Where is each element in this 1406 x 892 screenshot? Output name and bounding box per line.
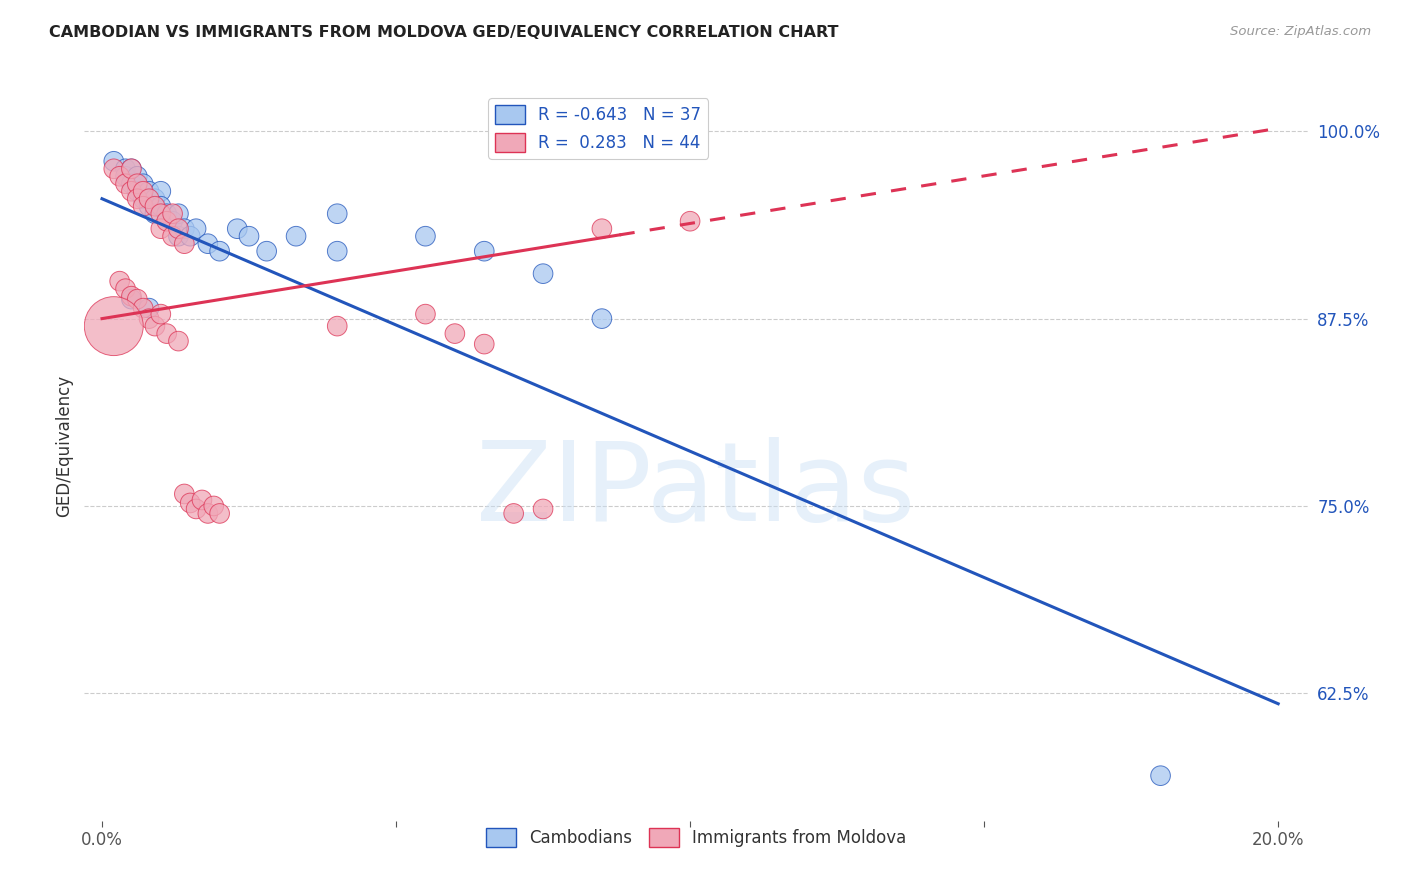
Point bbox=[162, 214, 184, 228]
Point bbox=[679, 214, 702, 228]
Point bbox=[173, 221, 195, 235]
Point bbox=[120, 289, 142, 303]
Point bbox=[531, 267, 554, 281]
Point bbox=[531, 502, 554, 516]
Point bbox=[162, 229, 184, 244]
Point bbox=[502, 507, 524, 521]
Point bbox=[173, 487, 195, 501]
Point bbox=[167, 221, 190, 235]
Point bbox=[591, 221, 613, 235]
Point bbox=[114, 282, 136, 296]
Point bbox=[444, 326, 467, 341]
Point bbox=[127, 169, 149, 184]
Point bbox=[132, 184, 155, 198]
Point bbox=[114, 177, 136, 191]
Text: ZIPatlas: ZIPatlas bbox=[477, 437, 915, 544]
Point bbox=[120, 177, 142, 191]
Point bbox=[415, 307, 437, 321]
Point bbox=[108, 169, 131, 184]
Point bbox=[256, 244, 278, 259]
Point bbox=[149, 199, 172, 213]
Point bbox=[184, 221, 207, 235]
Point bbox=[103, 154, 125, 169]
Point bbox=[127, 292, 149, 306]
Point bbox=[208, 507, 231, 521]
Point bbox=[415, 229, 437, 244]
Text: Source: ZipAtlas.com: Source: ZipAtlas.com bbox=[1230, 25, 1371, 38]
Text: CAMBODIAN VS IMMIGRANTS FROM MOLDOVA GED/EQUIVALENCY CORRELATION CHART: CAMBODIAN VS IMMIGRANTS FROM MOLDOVA GED… bbox=[49, 25, 839, 40]
Point bbox=[132, 199, 155, 213]
Point bbox=[127, 192, 149, 206]
Point bbox=[143, 319, 166, 334]
Point bbox=[114, 161, 136, 176]
Point bbox=[285, 229, 308, 244]
Point bbox=[167, 207, 190, 221]
Point bbox=[120, 161, 142, 176]
Point bbox=[191, 492, 214, 507]
Point bbox=[143, 192, 166, 206]
Point bbox=[103, 319, 125, 334]
Point bbox=[591, 311, 613, 326]
Point bbox=[162, 207, 184, 221]
Point bbox=[326, 319, 349, 334]
Point bbox=[138, 311, 160, 326]
Point bbox=[472, 337, 495, 351]
Point bbox=[184, 502, 207, 516]
Point bbox=[173, 236, 195, 251]
Point bbox=[208, 244, 231, 259]
Point bbox=[120, 292, 142, 306]
Point bbox=[179, 229, 201, 244]
Point bbox=[138, 192, 160, 206]
Point bbox=[143, 199, 166, 213]
Point bbox=[120, 184, 142, 198]
Point bbox=[138, 301, 160, 315]
Point bbox=[149, 307, 172, 321]
Point bbox=[149, 207, 172, 221]
Point bbox=[238, 229, 260, 244]
Point bbox=[167, 334, 190, 348]
Point bbox=[326, 207, 349, 221]
Point bbox=[132, 192, 155, 206]
Point bbox=[108, 274, 131, 288]
Point bbox=[197, 507, 219, 521]
Legend: Cambodians, Immigrants from Moldova: Cambodians, Immigrants from Moldova bbox=[479, 821, 912, 854]
Point bbox=[1149, 769, 1171, 783]
Point bbox=[149, 221, 172, 235]
Point bbox=[127, 177, 149, 191]
Point bbox=[149, 184, 172, 198]
Point bbox=[132, 177, 155, 191]
Y-axis label: GED/Equivalency: GED/Equivalency bbox=[55, 375, 73, 517]
Point bbox=[326, 244, 349, 259]
Point bbox=[167, 229, 190, 244]
Point bbox=[156, 207, 179, 221]
Point bbox=[103, 161, 125, 176]
Point bbox=[156, 326, 179, 341]
Point bbox=[138, 184, 160, 198]
Point bbox=[132, 301, 155, 315]
Point bbox=[179, 496, 201, 510]
Point bbox=[197, 236, 219, 251]
Point bbox=[114, 169, 136, 184]
Point bbox=[120, 161, 142, 176]
Point bbox=[156, 214, 179, 228]
Point bbox=[127, 184, 149, 198]
Point bbox=[472, 244, 495, 259]
Point bbox=[226, 221, 249, 235]
Point bbox=[138, 199, 160, 213]
Point bbox=[143, 207, 166, 221]
Point bbox=[202, 499, 225, 513]
